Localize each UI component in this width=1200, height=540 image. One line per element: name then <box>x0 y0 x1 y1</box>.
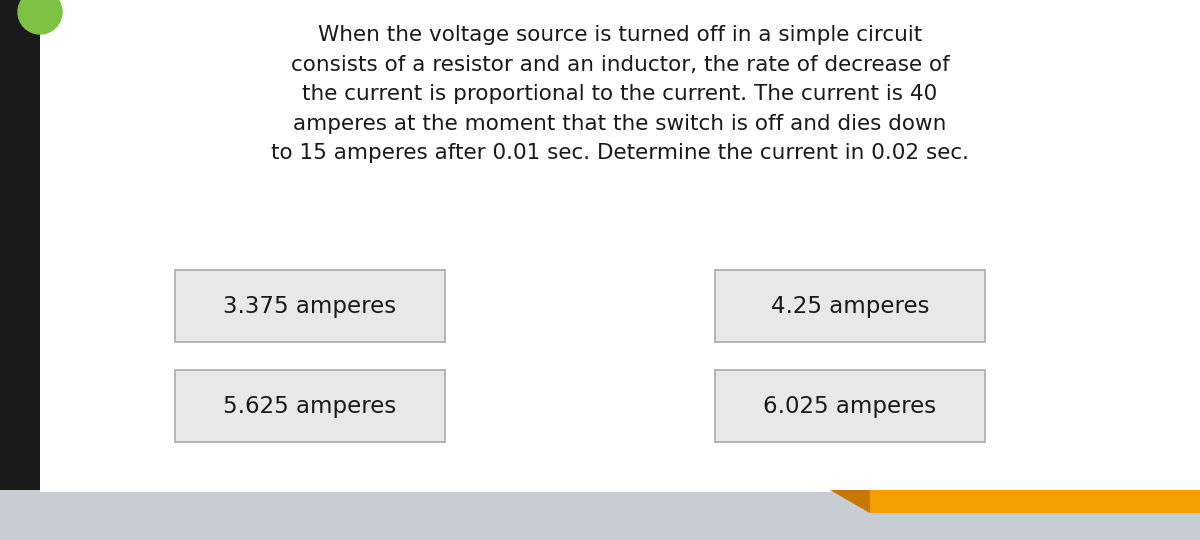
FancyBboxPatch shape <box>715 370 985 442</box>
Text: 5.625 amperes: 5.625 amperes <box>223 395 397 417</box>
Text: 3.375 amperes: 3.375 amperes <box>223 294 396 318</box>
Circle shape <box>18 0 62 34</box>
FancyBboxPatch shape <box>175 270 445 342</box>
Text: 4.25 amperes: 4.25 amperes <box>770 294 929 318</box>
FancyBboxPatch shape <box>175 370 445 442</box>
Bar <box>0 0 40 540</box>
Bar <box>0 490 1200 540</box>
Text: When the voltage source is turned off in a simple circuit
consists of a resistor: When the voltage source is turned off in… <box>271 25 970 164</box>
Polygon shape <box>830 490 870 513</box>
Polygon shape <box>830 490 1200 513</box>
Text: 6.025 amperes: 6.025 amperes <box>763 395 936 417</box>
FancyBboxPatch shape <box>715 270 985 342</box>
Bar <box>40 460 1200 492</box>
